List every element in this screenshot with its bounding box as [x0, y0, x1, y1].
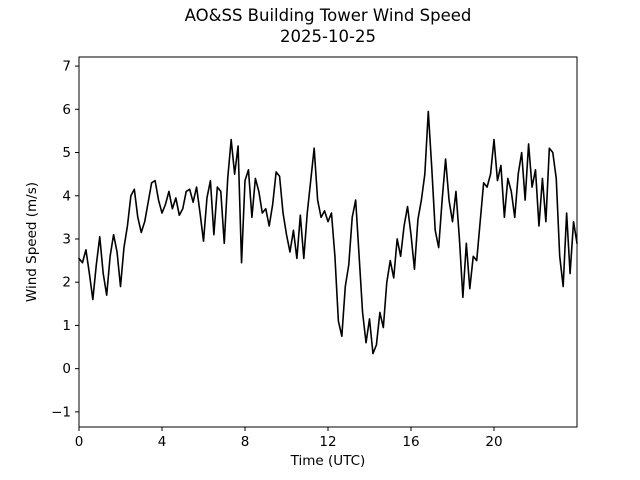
y-tick-label: 7 — [62, 59, 71, 75]
x-tick-label: 12 — [319, 434, 336, 450]
x-tick-label: 20 — [485, 434, 502, 450]
y-tick-label: 1 — [62, 318, 71, 334]
plot-border — [78, 56, 578, 428]
x-tick-label: 16 — [402, 434, 419, 450]
y-tick-label: 2 — [62, 275, 71, 291]
y-tick-label: 3 — [62, 231, 71, 247]
y-tick-label: 5 — [62, 145, 71, 161]
y-tick-label: 4 — [62, 188, 71, 204]
y-tick-label: −1 — [51, 404, 71, 420]
y-tick-label: 6 — [62, 102, 71, 118]
y-tick-label: 0 — [62, 361, 71, 377]
x-tick-label: 4 — [158, 434, 167, 450]
x-axis-label: Time (UTC) — [290, 453, 366, 469]
chart-subtitle: 2025-10-25 — [280, 27, 376, 46]
chart-title: AO&SS Building Tower Wind Speed — [184, 6, 472, 25]
x-tick-label: 0 — [75, 434, 84, 450]
wind-speed-line — [78, 110, 578, 355]
x-tick-label: 8 — [241, 434, 250, 450]
